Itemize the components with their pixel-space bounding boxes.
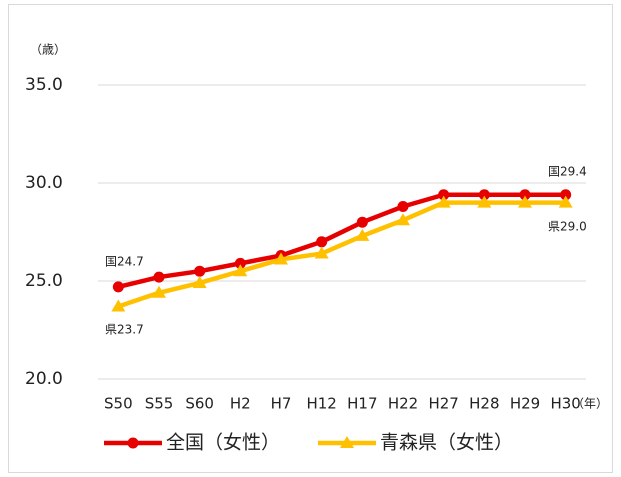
legend-label: 全国（女性） (166, 432, 280, 454)
x-tick-label: H2 (230, 395, 251, 413)
point (233, 264, 248, 277)
legend-label: 青森県（女性） (380, 432, 513, 454)
x-tick-label: H22 (388, 395, 418, 413)
point (396, 213, 410, 226)
annotation: 国29.4 (548, 165, 587, 179)
x-tick-label: H7 (271, 395, 292, 413)
annotation: 県23.7 (105, 323, 144, 337)
y-tick-label: 30.0 (25, 173, 63, 193)
point (274, 252, 288, 265)
point (438, 189, 450, 201)
x-tick-label: H17 (347, 395, 377, 413)
x-tick-label: H12 (306, 395, 336, 413)
point (316, 236, 328, 248)
line (117, 192, 566, 290)
point (397, 201, 409, 213)
point (355, 228, 370, 241)
annotation: 国24.7 (105, 255, 144, 269)
x-tick-label: H30 (550, 395, 580, 413)
chart-border (8, 4, 613, 473)
x-tick-label: S50 (104, 395, 133, 413)
point (112, 281, 124, 293)
point (519, 189, 531, 201)
annotation: 県29.0 (548, 220, 587, 234)
point (153, 271, 165, 283)
line (117, 200, 566, 309)
point (194, 265, 206, 277)
legend-marker (340, 436, 354, 448)
point (560, 189, 572, 201)
point (192, 275, 207, 288)
point (558, 195, 573, 208)
x-tick-label: H28 (469, 395, 499, 413)
legend-marker (127, 437, 139, 449)
x-tick-label: S60 (185, 395, 214, 413)
y-unit: （歳） (30, 43, 66, 57)
point (436, 195, 451, 208)
y-tick-label: 35.0 (25, 75, 63, 95)
point (356, 216, 368, 228)
y-tick-label: 25.0 (25, 271, 63, 291)
point (152, 285, 166, 298)
point (477, 195, 492, 208)
x-tick-label: H27 (428, 395, 458, 413)
point (111, 299, 126, 312)
y-tick-label: 20.0 (25, 369, 63, 389)
point (478, 189, 490, 201)
x-tick-label: S55 (145, 395, 174, 413)
x-tick-label: H29 (510, 395, 540, 413)
point (234, 257, 246, 269)
point (314, 246, 329, 259)
x-unit: （年） (572, 397, 608, 411)
point (518, 195, 532, 208)
